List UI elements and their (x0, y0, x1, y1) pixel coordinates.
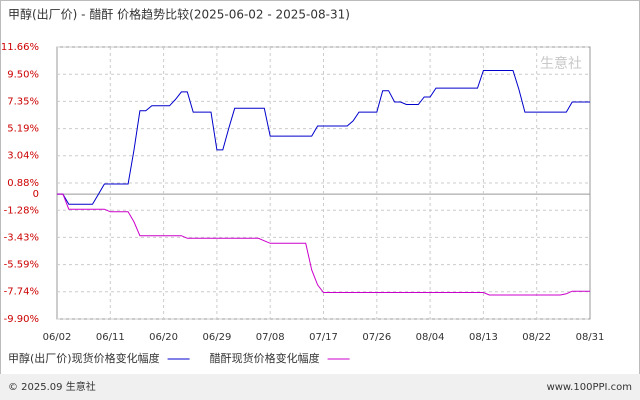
x-tick-label: 06/11 (96, 332, 125, 343)
footer-bar (0, 374, 640, 400)
legend-label: 醋酐现货价格变化幅度 (210, 351, 320, 365)
x-tick-label: 06/20 (149, 332, 178, 343)
series-line (57, 70, 590, 205)
x-tick-label: 07/17 (309, 332, 338, 343)
y-tick-label: -9.90% (4, 314, 39, 325)
y-tick-label: 3.04% (7, 151, 39, 162)
y-tick-label: -3.43% (4, 232, 39, 243)
watermark: 生意社 (540, 55, 582, 72)
x-tick-label: 08/04 (416, 332, 445, 343)
x-tick-label: 07/26 (362, 332, 391, 343)
y-tick-label: 9.50% (7, 69, 39, 80)
y-tick-label: 7.35% (7, 96, 39, 107)
y-tick-label: 11.66% (1, 42, 39, 53)
x-tick-label: 08/31 (576, 332, 605, 343)
series-line (57, 193, 590, 296)
footer-left: © 2025.09 生意社 (8, 380, 96, 393)
chart-title: 甲醇(出厂价) - 醋酐 价格趋势比较(2025-06-02 - 2025-08… (8, 7, 350, 22)
y-tick-label: -1.28% (4, 205, 39, 216)
legend-label: 甲醇(出厂价)现货价格变化幅度 (8, 351, 160, 365)
x-tick-label: 06/02 (43, 332, 72, 343)
footer-right: www.100PPI.com (547, 382, 632, 393)
x-tick-label: 08/13 (469, 332, 498, 343)
x-tick-label: 07/08 (256, 332, 285, 343)
x-tick-label: 08/22 (522, 332, 551, 343)
y-tick-label: -5.59% (4, 260, 39, 271)
y-tick-label: 5.19% (7, 124, 39, 135)
y-tick-label: 0 (33, 189, 39, 200)
x-tick-label: 06/29 (202, 332, 231, 343)
y-tick-label: 0.88% (7, 178, 39, 189)
y-tick-label: -7.74% (4, 287, 39, 298)
